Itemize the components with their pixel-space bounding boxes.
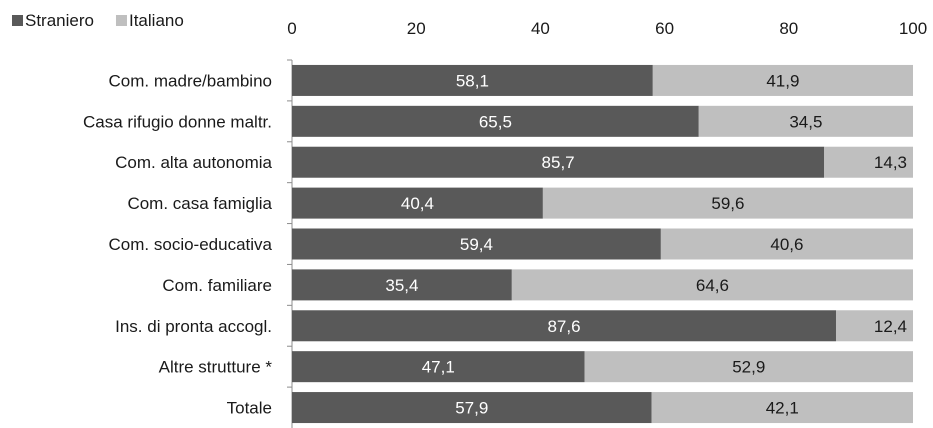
data-label-italiano: 14,3 [874,153,907,172]
bars-group [292,64,913,424]
bar-segment-italiano [651,392,913,424]
bar-segment-italiano [652,64,913,96]
category-label: Com. familiare [162,276,272,295]
x-tick-label: 80 [779,19,798,38]
x-axis: 0 20 40 60 80 100 [287,19,927,38]
x-tick-label: 100 [899,19,927,38]
bar-segment-straniero [292,228,661,260]
bar-segment-italiano [511,269,913,301]
legend-swatch-italiano [115,15,127,26]
x-tick-label: 20 [407,19,426,38]
bar-segment-italiano [835,310,913,342]
bar-segment-straniero [292,187,543,219]
bar-segment-straniero [292,392,652,424]
category-label: Totale [227,399,272,418]
category-label: Com. socio-educativa [109,235,273,254]
data-label-italiano: 52,9 [732,358,765,377]
bar-segment-italiano [660,228,913,260]
category-label: Com. madre/bambino [109,71,272,90]
x-tick-label: 60 [655,19,674,38]
legend-swatch-straniero [12,15,23,26]
bar-segment-straniero [292,351,585,383]
category-label: Com. alta autonomia [115,153,272,172]
data-label-straniero: 59,4 [460,235,493,254]
x-tick-label: 40 [531,19,550,38]
data-label-straniero: 65,5 [479,112,512,131]
legend-label-italiano: Italiano [129,11,184,30]
data-label-straniero: 35,4 [385,276,418,295]
bar-segment-italiano [698,105,913,137]
bar-segment-straniero [292,64,653,96]
bar-segment-italiano [542,187,913,219]
data-label-italiano: 34,5 [789,112,822,131]
data-label-italiano: 42,1 [766,399,799,418]
bar-segment-straniero [292,146,825,178]
bar-segment-italiano [824,146,913,178]
category-label: Altre strutture * [159,358,273,377]
data-label-italiano: 40,6 [770,235,803,254]
data-label-italiano: 41,9 [766,71,799,90]
data-label-straniero: 47,1 [422,358,455,377]
data-label-straniero: 57,9 [455,399,488,418]
bar-segment-italiano [584,351,913,383]
data-label-straniero: 87,6 [547,317,580,336]
bar-segment-straniero [292,310,836,342]
legend: Straniero Italiano [12,11,184,30]
legend-label-straniero: Straniero [25,11,94,30]
y-axis: Com. madre/bambino Casa rifugio donne mal… [83,59,293,428]
data-label-straniero: 58,1 [456,71,489,90]
data-label-italiano: 64,6 [696,276,729,295]
data-label-straniero: 40,4 [401,194,434,213]
data-label-italiano: 12,4 [874,317,907,336]
data-label-italiano: 59,6 [711,194,744,213]
category-label: Ins. di pronta accogl. [115,317,272,336]
bar-segment-straniero [292,105,699,137]
data-labels-group: 58,1 41,9 65,5 34,5 85,7 14,3 40,4 59,6 59,4 40,6… [385,71,907,417]
category-label: Com. casa famiglia [127,194,272,213]
bar-segment-straniero [292,269,512,301]
data-label-straniero: 85,7 [542,153,575,172]
x-tick-label: 0 [287,19,296,38]
category-label: Casa rifugio donne maltr. [83,112,272,131]
